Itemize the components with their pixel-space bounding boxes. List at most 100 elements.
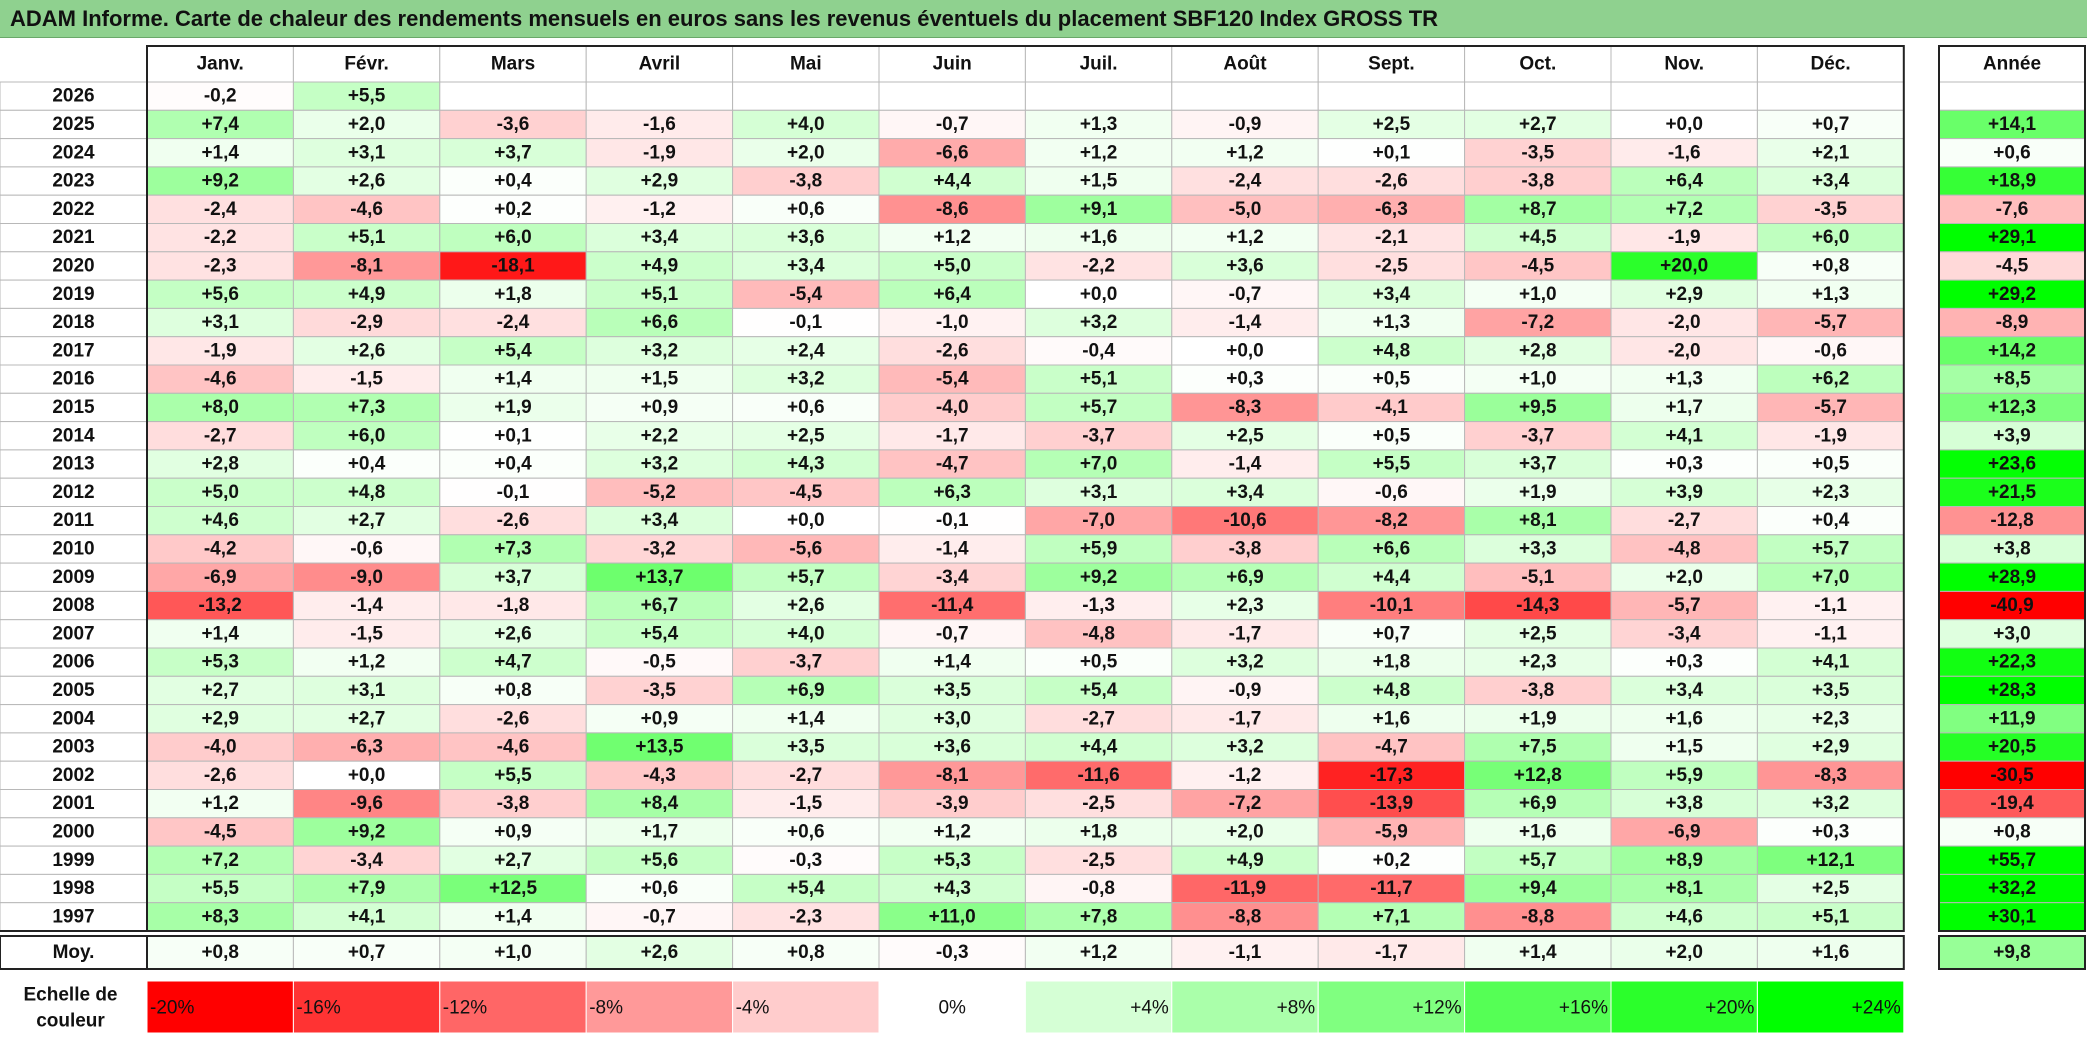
heat-cell	[1756, 307, 1905, 338]
heat-cell	[732, 81, 880, 111]
heat-cell	[292, 421, 441, 451]
year-label: 2015	[52, 397, 95, 418]
heat-cell	[1171, 81, 1319, 111]
heat-cell	[585, 590, 734, 621]
heat-cell-value: +2,5	[1812, 878, 1850, 899]
heat-cell	[292, 704, 441, 734]
heat-cell	[292, 307, 441, 338]
heat-cell-value: +1,3	[1080, 114, 1118, 135]
heat-cell-value: -1,4	[1229, 312, 1262, 333]
heat-cell-value: +2,9	[1812, 737, 1850, 758]
heat-cell	[1317, 675, 1466, 706]
annual-cell-value: -7,6	[1996, 199, 2029, 220]
heat-cell	[146, 364, 294, 394]
heat-cell	[1171, 845, 1319, 875]
heat-cell-value: +5,6	[201, 284, 239, 305]
heat-cell-value: +1,2	[1226, 142, 1264, 163]
heat-cell	[1024, 704, 1173, 734]
annual-cell-value: +23,6	[1988, 454, 2036, 475]
heat-cell-value: +3,5	[787, 737, 825, 758]
heat-cell-value: -0,7	[1229, 284, 1262, 305]
heat-cell-value: +5,3	[201, 652, 239, 673]
year-label: 2002	[52, 765, 94, 786]
heat-cell-value: +0,8	[1812, 255, 1850, 276]
heat-cell	[1024, 364, 1173, 394]
heat-cell-value: +6,4	[933, 284, 971, 305]
heat-cell-value: -5,4	[936, 369, 969, 390]
annual-header-label: Année	[1983, 54, 2041, 75]
annual-cell-value: +3,0	[1993, 623, 2031, 644]
heat-cell-value: +0,5	[1373, 425, 1411, 446]
heat-cell-value: +7,2	[1665, 199, 1703, 220]
heat-cell-value: -1,9	[204, 340, 237, 361]
year-label: 2026	[52, 86, 94, 107]
heat-cell-value: +9,2	[201, 171, 239, 192]
heat-cell	[1171, 251, 1319, 281]
heat-cell	[1171, 449, 1319, 479]
heat-cell-value: +5,7	[787, 567, 825, 588]
heat-cell	[1610, 789, 1758, 819]
annual-cell-value: +18,9	[1988, 171, 2036, 192]
heat-cell	[878, 421, 1026, 451]
heat-cell-value: -0,1	[789, 312, 822, 333]
heat-cell	[1464, 675, 1612, 706]
heat-cell-value: +3,5	[933, 680, 971, 701]
heat-cell	[292, 789, 441, 819]
heat-cell-value: +0,7	[1373, 623, 1411, 644]
heat-cell	[878, 138, 1026, 168]
heat-cell-value: -0,6	[1814, 340, 1847, 361]
heat-cell-value: +1,9	[494, 397, 532, 418]
month-header-label: Août	[1223, 54, 1267, 75]
heat-cell	[1317, 590, 1466, 621]
heat-cell-value: -2,1	[1375, 227, 1408, 248]
heat-cell	[732, 449, 880, 479]
heat-cell-value: +1,4	[494, 369, 532, 390]
heat-cell-value: -4,7	[1375, 737, 1408, 758]
annual-cell	[1938, 449, 2086, 479]
year-label: 1998	[52, 878, 94, 899]
heat-cell-value: +5,1	[1080, 369, 1118, 390]
year-label: 2021	[52, 227, 95, 248]
heat-cell-value: -3,7	[789, 652, 822, 673]
heat-cell	[439, 81, 587, 111]
heat-cell-value: +4,0	[787, 623, 825, 644]
annual-block-border	[1938, 45, 2086, 932]
heat-cell-value: -2,4	[1229, 171, 1262, 192]
year-label: 2012	[52, 482, 94, 503]
heat-cell-value: -5,9	[1375, 821, 1408, 842]
heat-cell	[146, 477, 294, 508]
heat-cell	[1024, 477, 1173, 508]
heat-cell-value: -1,9	[1814, 425, 1847, 446]
average-cell	[1756, 935, 1905, 970]
heat-cell-value: -5,7	[1814, 397, 1847, 418]
annual-cell-value: +3,8	[1993, 538, 2031, 559]
heat-cell-value: -3,8	[497, 793, 530, 814]
heat-cell	[1171, 902, 1319, 932]
heat-cell-value: +1,4	[933, 652, 971, 673]
annual-cell-value: +8,5	[1993, 369, 2031, 390]
heat-cell-value: -5,0	[1229, 199, 1262, 220]
heat-cell-value: +4,5	[1519, 227, 1557, 248]
heat-cell-value: -17,3	[1370, 765, 1413, 786]
annual-cell	[1938, 732, 2086, 762]
heat-cell	[585, 223, 734, 253]
heat-cell-value: +13,5	[635, 737, 684, 758]
month-header-cell	[1464, 45, 1612, 83]
heat-cell-value: -1,1	[1814, 595, 1847, 616]
heat-cell-value: +3,4	[1373, 284, 1411, 305]
heat-cell	[878, 279, 1026, 309]
heat-cell-value: +1,4	[787, 708, 825, 729]
heat-cell-value: -1,5	[350, 369, 383, 390]
heat-cell	[585, 732, 734, 762]
heat-cell-value: +0,5	[1080, 652, 1118, 673]
heat-cell-value: +3,1	[348, 680, 386, 701]
heat-cell	[1317, 81, 1466, 111]
heat-cell-value: +5,4	[494, 340, 532, 361]
scale-swatch	[1024, 980, 1173, 1034]
heat-cell-value: +3,9	[1665, 482, 1703, 503]
heat-cell	[1024, 760, 1173, 791]
year-cell	[0, 873, 148, 904]
heat-cell-value: -0,6	[350, 538, 383, 559]
heat-cell	[1610, 109, 1758, 140]
heat-cell-value: -4,6	[497, 737, 530, 758]
